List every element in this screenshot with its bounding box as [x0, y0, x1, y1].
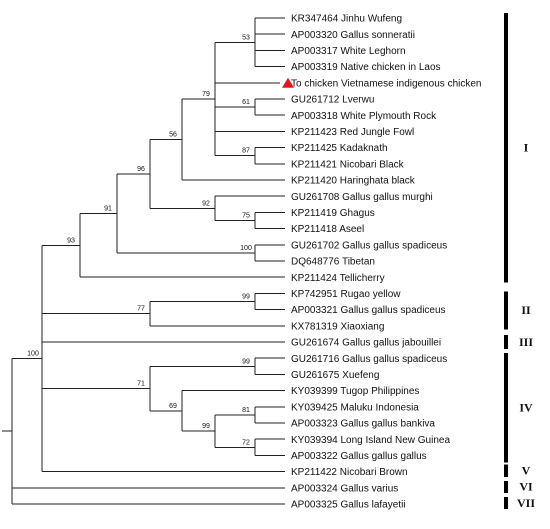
- clade-label: VI: [519, 480, 533, 494]
- taxon-label: KR347464 Jinhu Wufeng: [291, 14, 402, 25]
- bootstrap-value: 99: [202, 423, 210, 430]
- clade-label: V: [522, 464, 531, 478]
- taxon-label: KY039399 Tugop Philippines: [291, 386, 419, 397]
- taxon-label: AP003319 Native chicken in Laos: [291, 62, 441, 73]
- taxon-label: KP211421 Nicobari Black: [291, 159, 405, 170]
- taxon-label: AP003323 Gallus gallus bankiva: [291, 419, 435, 430]
- taxon-label: KP742951 Rugao yellow: [291, 289, 401, 300]
- clade-label: IV: [519, 400, 533, 414]
- taxon-label: GU261708 Gallus gallus murghi: [291, 192, 433, 203]
- tree-branches: [2, 17, 285, 505]
- bootstrap-values: 53 61 87 79 56 75 92 96 100 91 93 99 77 99 81 72 99 69 71 1…: [27, 34, 252, 446]
- bootstrap-value: 79: [202, 91, 210, 98]
- bootstrap-value: 77: [137, 306, 145, 313]
- bootstrap-value: 69: [169, 403, 177, 410]
- bootstrap-value: 92: [202, 200, 210, 207]
- taxon-label: GU261716 Gallus gallus spadiceus: [291, 354, 447, 365]
- bootstrap-value: 99: [242, 358, 250, 365]
- bootstrap-value: 91: [104, 205, 112, 212]
- taxon-label: AP003324 Gallus varius: [291, 483, 398, 494]
- taxon-label: AP003322 Gallus gallus gallus: [291, 451, 427, 462]
- bootstrap-value: 96: [137, 166, 145, 173]
- taxon-label: KY039394 Long Island New Guinea: [291, 435, 450, 446]
- clade-label: II: [521, 303, 531, 317]
- taxon-label: GU261675 Xuefeng: [291, 370, 379, 381]
- taxon-label: KY039425 Maluku Indonesia: [291, 402, 419, 413]
- bootstrap-value: 100: [240, 245, 252, 252]
- bootstrap-value: 56: [169, 132, 177, 139]
- taxon-label: KP211420 Haringhata black: [291, 176, 416, 187]
- taxon-labels: KR347464 Jinhu Wufeng AP003320 Gallus son…: [282, 14, 482, 511]
- bootstrap-value: 71: [137, 381, 145, 388]
- bootstrap-value: 72: [242, 439, 250, 446]
- taxon-label: KX781319 Xiaoxiang: [291, 321, 384, 332]
- bootstrap-value: 87: [242, 148, 250, 155]
- taxon-label: AP003321 Gallus gallus spadiceus: [291, 305, 446, 316]
- taxon-label: AP003317 White Leghorn: [291, 46, 406, 57]
- taxon-label: GU261712 Lverwu: [291, 95, 374, 106]
- highlight-triangle-icon: [282, 77, 294, 88]
- bootstrap-value: 100: [27, 350, 39, 357]
- taxon-label: KP211425 Kadaknath: [291, 143, 388, 154]
- bootstrap-value: 53: [242, 34, 250, 41]
- taxon-label: KP211419 Ghagus: [291, 208, 375, 219]
- bootstrap-value: 61: [242, 99, 250, 106]
- taxon-label: KP211423 Red Jungle Fowl: [291, 127, 414, 138]
- bootstrap-value: 81: [242, 407, 250, 414]
- taxon-label: GU261674 Gallus gallus jabouillei: [291, 338, 441, 349]
- taxon-label: GU261702 Gallus gallus spadiceus: [291, 240, 447, 251]
- taxon-label: KP211418 Aseel: [291, 224, 364, 235]
- clade-label: III: [519, 335, 533, 349]
- taxon-label: AP003320 Gallus sonneratii: [291, 30, 415, 41]
- clade-label: VII: [517, 496, 535, 510]
- clade-label: I: [524, 140, 529, 154]
- taxon-label-highlighted: To chicken Vietnamese indigenous chicken: [291, 78, 482, 89]
- taxon-label: DQ648776 Tibetan: [291, 257, 375, 268]
- bootstrap-value: 99: [242, 294, 250, 301]
- taxon-label: AP003318 White Plymouth Rock: [291, 111, 437, 122]
- bootstrap-value: 75: [242, 213, 250, 220]
- taxon-label: KP211422 Nicobari Brown: [291, 467, 408, 478]
- bootstrap-value: 93: [67, 237, 75, 244]
- taxon-label: AP003325 Gallus lafayetii: [291, 500, 406, 511]
- taxon-label: KP211424 Tellicherry: [291, 273, 385, 284]
